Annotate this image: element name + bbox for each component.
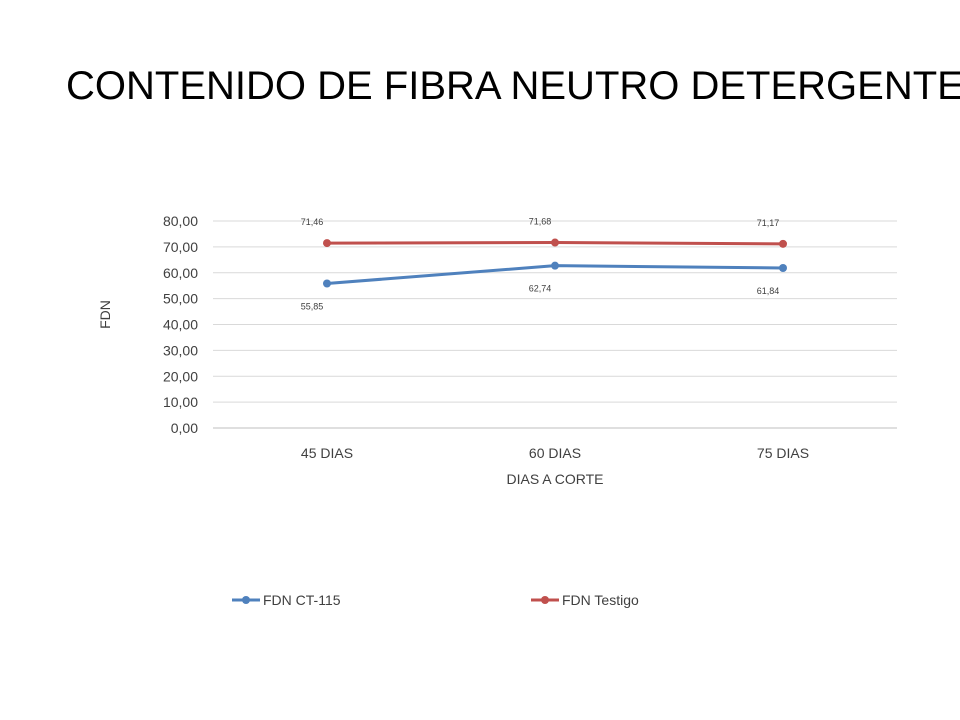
y-axis-ticks: 0,00 10,00 20,00 30,00 40,00 50,00 60,00 70,00 8… xyxy=(163,213,198,436)
legend: FDN CT-115 FDN Testigo xyxy=(232,592,639,608)
data-point xyxy=(551,261,559,270)
y-tick-label: 80,00 xyxy=(163,213,198,229)
data-label: 71,68 xyxy=(529,217,552,227)
slide-title: CONTENIDO DE FIBRA NEUTRO DETERGENTE xyxy=(66,64,960,108)
series-lines: 55,85 62,74 61,84 71,46 71,68 71,17 xyxy=(301,217,787,311)
x-axis-title: DIAS A CORTE xyxy=(507,471,604,487)
legend-marker xyxy=(242,596,250,604)
series-0: 55,85 62,74 61,84 xyxy=(301,261,787,311)
x-axis-ticks: 45 DIAS 60 DIAS 75 DIAS xyxy=(301,445,809,461)
legend-item: FDN Testigo xyxy=(531,592,639,608)
data-point xyxy=(551,238,559,247)
data-label: 71,17 xyxy=(757,218,780,228)
gridlines xyxy=(213,220,897,429)
legend-label: FDN CT-115 xyxy=(263,592,341,608)
y-tick-label: 50,00 xyxy=(163,291,198,307)
legend-marker xyxy=(541,596,549,604)
y-tick-label: 60,00 xyxy=(163,265,198,281)
series-1: 71,46 71,68 71,17 xyxy=(301,217,787,248)
y-tick-label: 40,00 xyxy=(163,317,198,333)
legend-label: FDN Testigo xyxy=(562,592,639,608)
y-tick-label: 30,00 xyxy=(163,342,198,358)
data-label: 71,46 xyxy=(301,217,324,227)
data-label: 55,85 xyxy=(301,301,324,311)
y-tick-label: 20,00 xyxy=(163,368,198,384)
data-point xyxy=(779,239,787,248)
y-tick-label: 10,00 xyxy=(163,394,198,410)
x-tick-label: 45 DIAS xyxy=(301,445,353,461)
x-tick-label: 60 DIAS xyxy=(529,445,581,461)
y-axis-title: FDN xyxy=(97,300,113,329)
y-tick-label: 70,00 xyxy=(163,239,198,255)
data-point xyxy=(323,239,331,248)
data-point xyxy=(323,279,331,288)
x-tick-label: 75 DIAS xyxy=(757,445,809,461)
data-label: 62,74 xyxy=(529,284,552,294)
y-tick-label: 0,00 xyxy=(171,420,198,436)
data-label: 61,84 xyxy=(757,286,780,296)
legend-item: FDN CT-115 xyxy=(232,592,341,608)
data-point xyxy=(779,263,787,272)
